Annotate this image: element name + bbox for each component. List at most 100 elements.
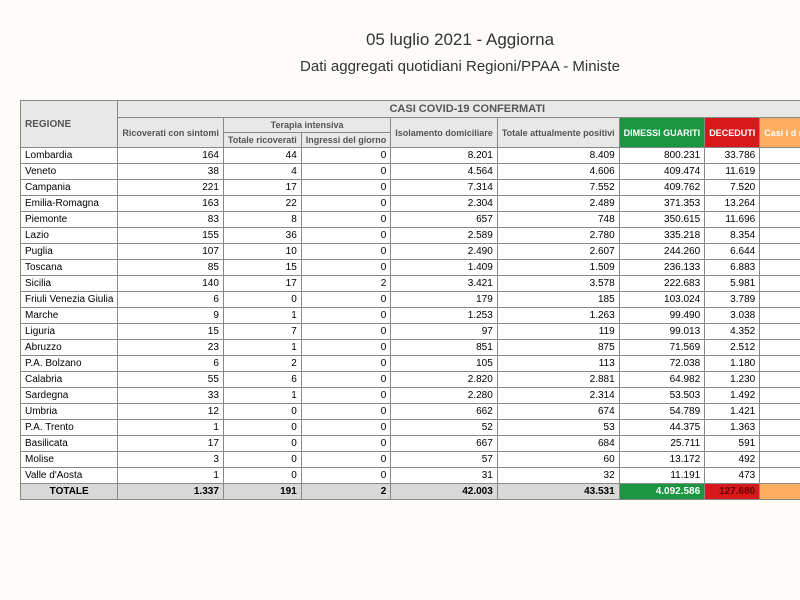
data-cell: 3.789 xyxy=(705,292,760,308)
data-cell: 4.352 xyxy=(705,324,760,340)
data-cell: 667 xyxy=(391,436,498,452)
data-cell: 17 xyxy=(223,276,301,292)
data-cell: 53.503 xyxy=(619,388,705,404)
col-deceduti: DECEDUTI xyxy=(705,118,760,148)
table-row: Sardegna33102.2802.31453.5031.492 xyxy=(21,388,800,404)
data-cell: 7 xyxy=(223,324,301,340)
data-cell: 85 xyxy=(118,260,224,276)
data-cell: 60 xyxy=(497,452,619,468)
total-cell: 43.531 xyxy=(497,484,619,500)
data-cell: 0 xyxy=(301,180,391,196)
table-row: Piemonte8380657748350.61511.696 xyxy=(21,212,800,228)
data-cell: 0 xyxy=(301,404,391,420)
data-cell xyxy=(760,324,800,340)
data-cell: 350.615 xyxy=(619,212,705,228)
data-cell: 54.789 xyxy=(619,404,705,420)
region-cell: Piemonte xyxy=(21,212,118,228)
data-cell: 2.589 xyxy=(391,228,498,244)
data-cell: 7.552 xyxy=(497,180,619,196)
data-cell: 44 xyxy=(223,148,301,164)
table-row: Lombardia1644408.2018.409800.23133.786 xyxy=(21,148,800,164)
region-cell: Puglia xyxy=(21,244,118,260)
data-cell: 3.578 xyxy=(497,276,619,292)
data-cell: 44.375 xyxy=(619,420,705,436)
data-cell: 2 xyxy=(223,356,301,372)
data-cell: 2.490 xyxy=(391,244,498,260)
col-guariti: DIMESSI GUARITI xyxy=(619,118,705,148)
data-cell: 12 xyxy=(118,404,224,420)
data-cell: 6.883 xyxy=(705,260,760,276)
total-cell: 2 xyxy=(301,484,391,500)
data-cell xyxy=(760,164,800,180)
data-cell: 2.881 xyxy=(497,372,619,388)
data-cell: 57 xyxy=(391,452,498,468)
data-cell xyxy=(760,468,800,484)
data-cell xyxy=(760,420,800,436)
data-cell: 32 xyxy=(497,468,619,484)
data-cell: 0 xyxy=(301,148,391,164)
data-cell: 13.172 xyxy=(619,452,705,468)
data-cell xyxy=(760,372,800,388)
data-cell: 674 xyxy=(497,404,619,420)
data-cell: 2.304 xyxy=(391,196,498,212)
data-cell xyxy=(760,276,800,292)
data-cell: 0 xyxy=(301,340,391,356)
data-cell: 1.409 xyxy=(391,260,498,276)
table-row: Basilicata170066768425.711591 xyxy=(21,436,800,452)
data-cell: 6 xyxy=(118,356,224,372)
data-cell xyxy=(760,452,800,468)
data-cell: 1.263 xyxy=(497,308,619,324)
col-tot-positivi: Totale attualmente positivi xyxy=(497,118,619,148)
region-cell: Liguria xyxy=(21,324,118,340)
data-cell: 8.409 xyxy=(497,148,619,164)
data-cell: 684 xyxy=(497,436,619,452)
data-cell: 0 xyxy=(301,244,391,260)
table-row: Sicilia1401723.4213.578222.6835.981 xyxy=(21,276,800,292)
data-cell: 1.509 xyxy=(497,260,619,276)
covid-data-table: REGIONE CASI COVID-19 CONFERMATI Ricover… xyxy=(20,100,800,500)
region-cell: Calabria xyxy=(21,372,118,388)
col-isolamento: Isolamento domiciliare xyxy=(391,118,498,148)
data-cell: 38 xyxy=(118,164,224,180)
data-cell: 4 xyxy=(223,164,301,180)
data-cell: 11.696 xyxy=(705,212,760,228)
data-cell: 335.218 xyxy=(619,228,705,244)
data-cell: 5.981 xyxy=(705,276,760,292)
data-cell: 1 xyxy=(223,308,301,324)
table-row: Toscana851501.4091.509236.1336.883 xyxy=(21,260,800,276)
data-cell: 36 xyxy=(223,228,301,244)
data-cell: 97 xyxy=(391,324,498,340)
total-label: TOTALE xyxy=(21,484,118,500)
region-cell: Toscana xyxy=(21,260,118,276)
data-cell: 0 xyxy=(301,468,391,484)
data-cell: 0 xyxy=(301,164,391,180)
table-row: Calabria55602.8202.88164.9821.230 xyxy=(21,372,800,388)
total-cell xyxy=(760,484,800,500)
total-cell: 1.337 xyxy=(118,484,224,500)
data-cell: 851 xyxy=(391,340,498,356)
data-cell: 0 xyxy=(301,212,391,228)
data-cell: 1 xyxy=(223,340,301,356)
data-cell: 236.133 xyxy=(619,260,705,276)
col-region: REGIONE xyxy=(21,101,118,148)
region-cell: Veneto xyxy=(21,164,118,180)
data-cell xyxy=(760,260,800,276)
data-cell: 409.762 xyxy=(619,180,705,196)
data-cell: 140 xyxy=(118,276,224,292)
region-cell: Campania xyxy=(21,180,118,196)
table-row: Emilia-Romagna1632202.3042.489371.35313.… xyxy=(21,196,800,212)
region-cell: Emilia-Romagna xyxy=(21,196,118,212)
data-cell: 2.280 xyxy=(391,388,498,404)
data-cell: 6.644 xyxy=(705,244,760,260)
col-terapia-group: Terapia intensiva xyxy=(223,118,390,133)
report-subtitle: Dati aggregati quotidiani Regioni/PPAA -… xyxy=(120,58,800,75)
data-cell: 163 xyxy=(118,196,224,212)
section-header-confermati: CASI COVID-19 CONFERMATI xyxy=(118,101,800,118)
col-ricoverati: Ricoverati con sintomi xyxy=(118,118,224,148)
data-cell: 657 xyxy=(391,212,498,228)
data-cell: 103.024 xyxy=(619,292,705,308)
data-cell: 0 xyxy=(301,228,391,244)
data-cell: 800.231 xyxy=(619,148,705,164)
data-cell: 409.474 xyxy=(619,164,705,180)
data-cell: 2.489 xyxy=(497,196,619,212)
